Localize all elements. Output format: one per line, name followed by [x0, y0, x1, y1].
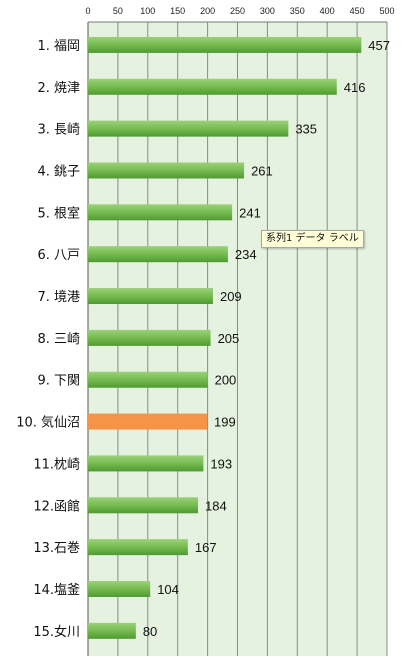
bar [88, 622, 136, 639]
bar [88, 371, 208, 388]
category-label: 6. 八戸 [37, 248, 80, 263]
bars [88, 36, 362, 639]
x-tick-label: 500 [379, 6, 394, 16]
data-label: 234 [235, 247, 257, 262]
data-label: 241 [239, 205, 261, 220]
bar-highlighted [88, 413, 208, 430]
category-label: 5. 根室 [37, 205, 80, 221]
category-label: 13.石巻 [33, 541, 80, 556]
x-tick-label: 200 [200, 6, 215, 16]
data-label: 261 [251, 163, 273, 178]
x-tick-label: 150 [170, 6, 185, 16]
x-axis-ticks: 0 50 100 150 200 250 300 350 400 450 500 [85, 6, 394, 16]
bar [88, 288, 213, 305]
bar [88, 539, 188, 556]
x-tick-label: 350 [290, 6, 305, 16]
category-label: 14.塩釜 [33, 583, 80, 598]
data-label: 205 [218, 331, 240, 346]
category-label: 3. 長崎 [37, 123, 80, 138]
bar [88, 120, 289, 137]
data-label: 416 [344, 80, 366, 95]
x-tick-label: 0 [85, 6, 90, 16]
data-label: 457 [368, 38, 390, 53]
data-label: 199 [214, 415, 236, 430]
bar [88, 36, 362, 53]
bar [88, 246, 228, 263]
bar [88, 497, 199, 514]
data-label: 80 [143, 624, 157, 639]
bar [88, 329, 211, 346]
category-label: 12.函館 [33, 499, 80, 514]
data-label: 167 [195, 540, 217, 555]
bar [88, 580, 151, 597]
category-label: 4. 銚子 [37, 164, 80, 179]
bar [88, 78, 337, 95]
category-label: 15.女川 [33, 624, 80, 640]
category-label: 7. 境港 [37, 290, 80, 305]
data-label: 104 [157, 582, 179, 597]
x-tick-label: 450 [350, 6, 365, 16]
x-tick-label: 50 [113, 6, 123, 16]
category-label: 11.枕崎 [33, 457, 80, 472]
data-label: 184 [205, 498, 227, 513]
x-tick-label: 250 [230, 6, 245, 16]
category-label: 9. 下関 [37, 374, 80, 389]
data-label: 209 [220, 289, 242, 304]
bar [88, 162, 245, 179]
category-label: 2. 焼津 [37, 81, 80, 96]
bar [88, 455, 204, 472]
category-label: 8. 三崎 [37, 332, 80, 347]
x-tick-label: 400 [320, 6, 335, 16]
category-label: 1. 福岡 [37, 39, 80, 54]
value-labels: 457 416 335 261 241 234 209 205 200 199 193 184 167 1… [143, 38, 390, 639]
data-label: 200 [215, 373, 237, 388]
x-tick-label: 100 [140, 6, 155, 16]
data-label: 193 [210, 456, 232, 471]
category-label: 10. 気仙沼 [16, 415, 80, 431]
bar [88, 204, 233, 221]
data-label-tooltip: 系列1 データ ラベル [261, 230, 364, 248]
category-labels: 1. 福岡 2. 焼津 3. 長崎 4. 銚子 5. 根室 6. 八戸 7. 境港 8. 三崎… [16, 39, 80, 640]
x-tick-label: 300 [260, 6, 275, 16]
data-label: 335 [295, 122, 317, 137]
